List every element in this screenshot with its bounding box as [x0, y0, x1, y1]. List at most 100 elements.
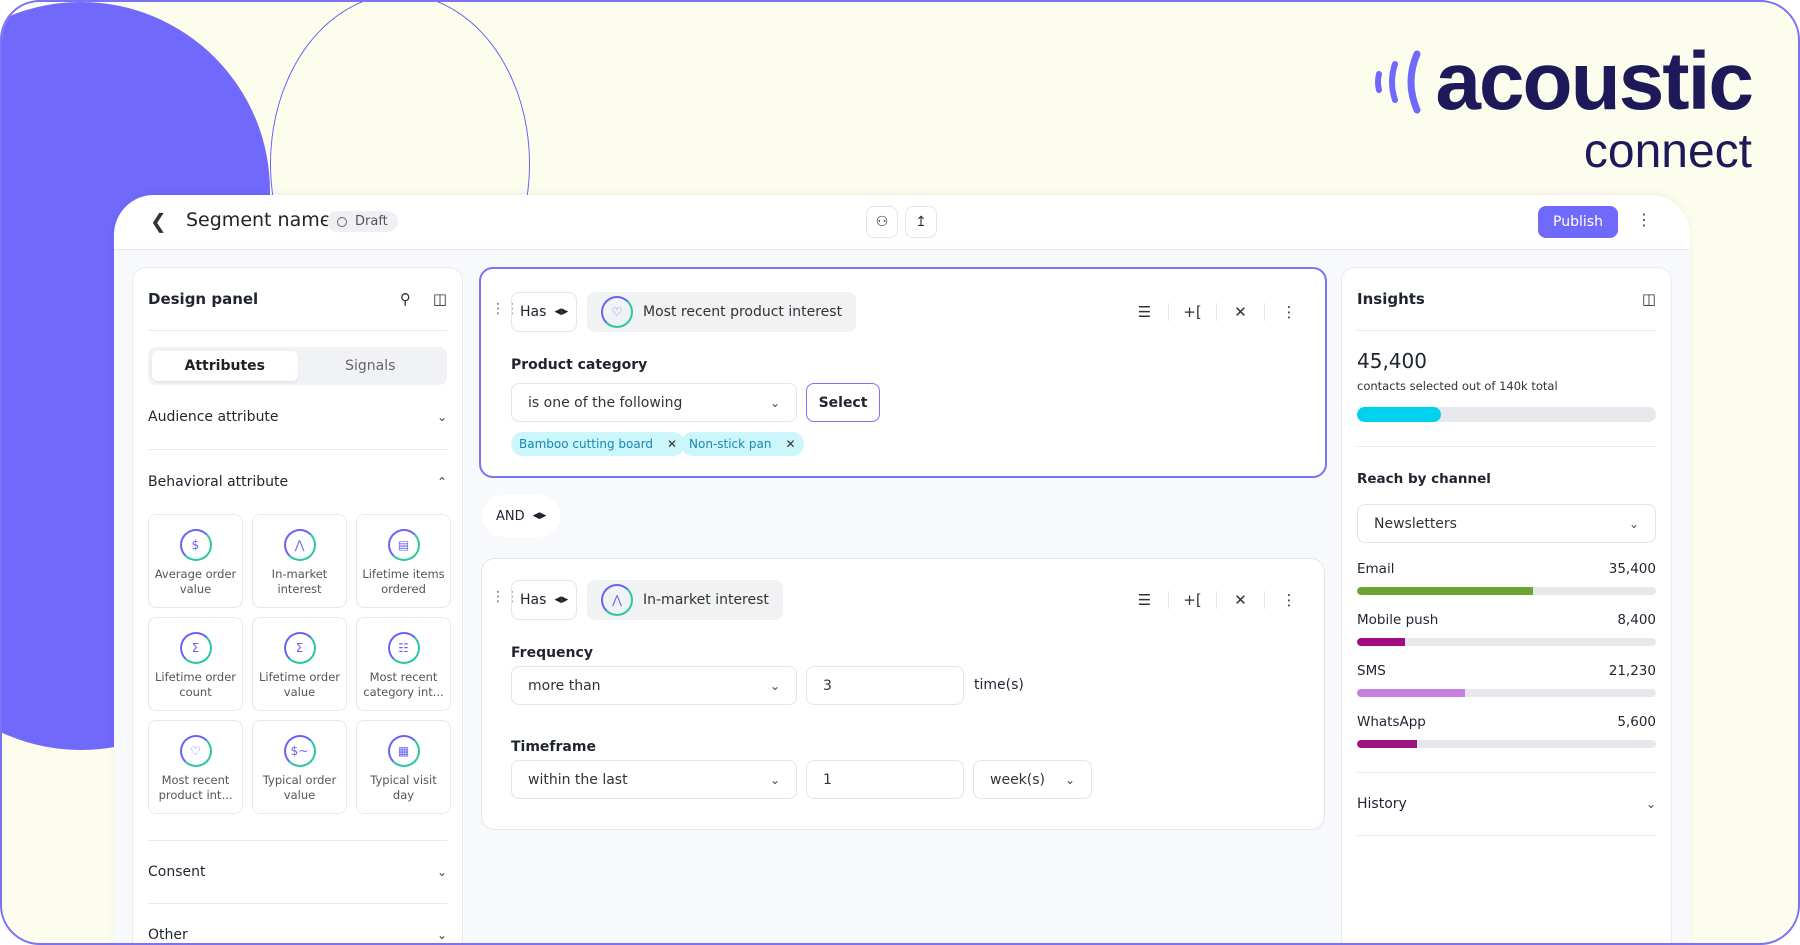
- arrows-icon: ◀▶: [554, 595, 569, 605]
- channel-row: WhatsApp 5,600: [1357, 714, 1656, 748]
- section-consent[interactable]: Consent ⌄: [148, 841, 447, 903]
- back-arrow-icon[interactable]: ❮: [150, 209, 167, 233]
- chevron-down-icon: ⌄: [436, 410, 447, 424]
- section-audience[interactable]: Audience attribute ⌄: [148, 385, 447, 449]
- arrows-icon: ◀▶: [554, 307, 569, 317]
- criterion-chip[interactable]: ♡ Most recent product interest: [587, 292, 857, 332]
- channel-bar-fill: [1357, 740, 1417, 748]
- frequency-unit: time(s): [974, 677, 1024, 693]
- logo-word: acoustic: [1435, 36, 1754, 127]
- chevron-down-icon: ⌄: [769, 772, 780, 787]
- reach-dropdown[interactable]: Newsletters ⌄: [1357, 504, 1656, 543]
- section-behavioral[interactable]: Behavioral attribute ⌃: [148, 450, 447, 514]
- select-button[interactable]: Select: [806, 383, 880, 422]
- in-market-interest-icon: ⋀: [601, 584, 633, 616]
- attribute-tile[interactable]: ☷ Most recent category int...: [356, 617, 451, 711]
- segment-name[interactable]: Segment name: [186, 209, 332, 231]
- channel-row: SMS 21,230: [1357, 663, 1656, 697]
- more-icon[interactable]: ⋮: [1281, 591, 1297, 609]
- has-toggle[interactable]: Has ◀▶: [511, 292, 578, 332]
- frequency-value-input[interactable]: 3: [806, 666, 964, 705]
- channel-list: Email 35,400 Mobile push 8,400 SMS 21,230 What…: [1357, 561, 1656, 748]
- tile-label: Lifetime order count: [154, 670, 237, 699]
- search-icon[interactable]: ⚲: [399, 290, 411, 308]
- panel-toggle-icon[interactable]: ◫: [432, 290, 447, 308]
- product-heart-icon: ♡: [601, 296, 633, 328]
- remove-tag-icon[interactable]: ✕: [667, 437, 678, 451]
- channel-value: 21,230: [1608, 663, 1656, 679]
- attribute-tile[interactable]: Σ Lifetime order value: [252, 617, 347, 711]
- filter-settings-icon[interactable]: ☰: [1121, 591, 1169, 609]
- select-value: week(s): [990, 771, 1046, 788]
- attribute-tile[interactable]: ♡ Most recent product int...: [148, 720, 243, 814]
- frequency-operator-select[interactable]: more than ⌄: [511, 666, 797, 705]
- has-toggle[interactable]: Has ◀▶: [511, 580, 578, 620]
- insights-title: Insights: [1357, 290, 1425, 308]
- sum-money-icon: Σ: [283, 632, 316, 664]
- status-label: Draft: [355, 214, 388, 229]
- criterion-label: Most recent product interest: [643, 304, 843, 320]
- chevron-down-icon: ⌄: [1645, 797, 1656, 811]
- tile-label: Most recent category int...: [363, 670, 444, 699]
- more-icon[interactable]: ⋮: [1281, 303, 1297, 321]
- selected-progress-fill: [1357, 407, 1441, 422]
- dollar-wave-icon: $~: [283, 735, 316, 767]
- add-group-icon[interactable]: +[: [1169, 591, 1217, 609]
- tab-signals[interactable]: Signals: [345, 358, 396, 374]
- chevron-down-icon: ⌄: [769, 678, 780, 693]
- export-button[interactable]: ↥: [905, 206, 937, 238]
- chevron-up-icon: ⌃: [436, 475, 447, 489]
- timeframe-label: Timeframe: [511, 739, 596, 755]
- tile-label: Most recent product int...: [158, 773, 233, 802]
- close-icon[interactable]: ✕: [1217, 591, 1265, 609]
- sound-wave-icon: [1375, 50, 1421, 114]
- frequency-label: Frequency: [511, 645, 593, 661]
- select-value: more than: [528, 677, 601, 694]
- audience-button[interactable]: ⚇: [866, 206, 898, 238]
- criterion-label: In-market interest: [643, 592, 769, 608]
- input-value: 3: [823, 677, 832, 694]
- remove-tag-icon[interactable]: ✕: [785, 437, 796, 451]
- attribute-tile[interactable]: ⋀ In-market interest: [252, 514, 347, 608]
- status-badge: Draft: [327, 211, 398, 232]
- timeframe-value-input[interactable]: 1: [806, 760, 964, 799]
- channel-value: 8,400: [1617, 612, 1656, 628]
- more-icon[interactable]: ⋮: [1636, 210, 1652, 229]
- channel-bar: [1357, 740, 1656, 748]
- attribute-tile[interactable]: Σ Lifetime order count: [148, 617, 243, 711]
- criterion-chip[interactable]: ⋀ In-market interest: [587, 580, 783, 620]
- attribute-tile[interactable]: ▦ Typical visit day: [356, 720, 451, 814]
- selected-progress-bar: [1357, 407, 1656, 422]
- channel-value: 35,400: [1608, 561, 1656, 577]
- rule-tools: ☰ +[✕ ⋮: [1121, 585, 1313, 615]
- select-value: Newsletters: [1374, 515, 1457, 532]
- channel-name: Email: [1357, 561, 1395, 577]
- section-other[interactable]: Other ⌄: [148, 904, 447, 943]
- app-header: ❮ Segment name Draft ⚇ ↥ Publish ⋮: [114, 195, 1690, 250]
- has-label: Has: [520, 592, 547, 608]
- history-section[interactable]: History ⌄: [1357, 773, 1656, 835]
- contact-subtitle: contacts selected out of 140k total: [1357, 379, 1558, 393]
- tile-label: Lifetime items ordered: [362, 567, 445, 596]
- tab-attributes[interactable]: Attributes: [152, 351, 298, 381]
- draft-circle-icon: [337, 216, 347, 227]
- and-connector[interactable]: AND ◀▶: [482, 495, 561, 537]
- close-icon[interactable]: ✕: [1217, 303, 1265, 321]
- attribute-tile[interactable]: ▤ Lifetime items ordered: [356, 514, 451, 608]
- add-group-icon[interactable]: +[: [1169, 303, 1217, 321]
- arrows-icon: ◀▶: [532, 511, 547, 521]
- timeframe-operator-select[interactable]: within the last ⌄: [511, 760, 797, 799]
- channel-value: 5,600: [1617, 714, 1656, 730]
- timeframe-unit-select[interactable]: week(s) ⌄: [973, 760, 1092, 799]
- chevron-down-icon: ⌄: [1064, 772, 1075, 787]
- attribute-tile[interactable]: $~ Typical order value: [252, 720, 347, 814]
- publish-button[interactable]: Publish: [1538, 206, 1618, 238]
- channel-bar: [1357, 689, 1656, 697]
- in-market-interest-icon: ⋀: [283, 529, 316, 561]
- attribute-tile[interactable]: $ Average order value: [148, 514, 243, 608]
- tag-label: Bamboo cutting board: [519, 437, 654, 451]
- filter-settings-icon[interactable]: ☰: [1121, 303, 1169, 321]
- operator-select[interactable]: is one of the following ⌄: [511, 383, 797, 422]
- panel-toggle-icon[interactable]: ◫: [1641, 290, 1656, 308]
